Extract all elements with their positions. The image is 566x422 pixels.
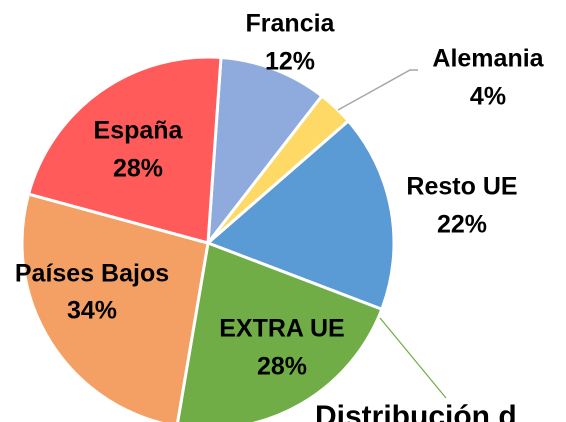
pie-slice <box>205 118 396 312</box>
slice-value: 34% <box>67 297 117 325</box>
slice-label: Francia <box>246 10 336 38</box>
slice-label: Alemania <box>432 45 544 73</box>
leader-line <box>337 69 418 111</box>
slice-label: España <box>94 117 184 145</box>
slice-label: EXTRA UE <box>219 315 344 343</box>
pie-slice <box>26 55 223 245</box>
slice-value: 12% <box>265 48 315 76</box>
pie-slice <box>20 192 210 422</box>
slice-value: 28% <box>113 155 163 183</box>
pie-slice <box>176 240 384 422</box>
leader-line <box>379 317 447 399</box>
slice-label: Países Bajos <box>15 260 169 288</box>
slice-value: 28% <box>257 353 307 381</box>
slice-value: 4% <box>470 83 506 111</box>
slice-label: Resto UE <box>406 173 517 201</box>
chart-title: Distribución d <box>315 400 517 422</box>
pie-slice <box>206 55 324 248</box>
slice-value: 22% <box>437 211 487 239</box>
